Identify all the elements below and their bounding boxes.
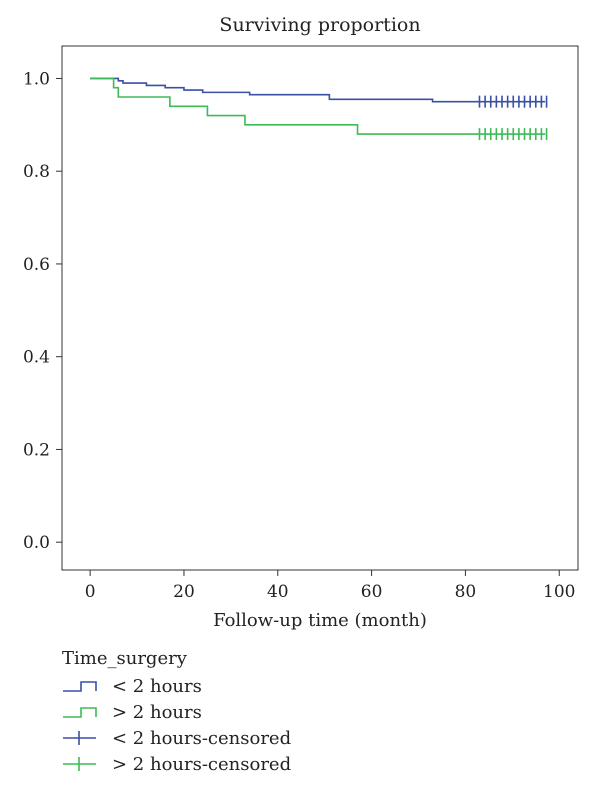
x-tick-label: 0 [85, 582, 96, 602]
y-tick-label: 0.2 [23, 440, 50, 460]
survival-step-line-0 [90, 77, 546, 103]
legend-step-icon-lt2 [63, 681, 97, 692]
series-layer [90, 77, 548, 141]
y-tick-label: 0.4 [23, 348, 50, 368]
y-tick-label: 1.0 [23, 69, 50, 89]
legend-item-gt2: > 2 hours [62, 699, 291, 725]
legend-item-gt2-censored: > 2 hours-censored [62, 751, 291, 777]
chart-title: Surviving proportion [219, 14, 421, 36]
legend-label-lt2: < 2 hours [112, 675, 202, 697]
legend-item-lt2-censored: < 2 hours-censored [62, 725, 291, 751]
x-tick-label: 100 [543, 582, 575, 602]
x-tick-label: 20 [173, 582, 195, 602]
x-axis-label: Follow-up time (month) [213, 610, 427, 631]
legend-label-lt2-censored: < 2 hours-censored [112, 727, 292, 749]
y-tick-label: 0.6 [23, 255, 50, 275]
x-tick-label: 40 [267, 582, 289, 602]
x-tick-label: 60 [361, 582, 383, 602]
legend: Time_surgery < 2 hours > 2 hours < 2 hou… [62, 648, 291, 777]
legend-censor-icon-gt2 [63, 757, 96, 771]
legend-title: Time_surgery [62, 648, 187, 669]
legend-label-gt2-censored: > 2 hours-censored [112, 753, 292, 775]
y-tick-label: 0.0 [23, 533, 50, 553]
legend-label-gt2: > 2 hours [112, 701, 202, 723]
legend-item-lt2: < 2 hours [62, 673, 291, 699]
plot-frame [61, 45, 579, 571]
legend-censor-icon-lt2 [63, 731, 96, 745]
chart-plot: 0 20 40 60 80 100 0.0 0.2 0.4 0.6 0.8 1.0 Follow-up… [23, 45, 579, 631]
x-tick-label: 80 [455, 582, 477, 602]
axes: 0 20 40 60 80 100 0.0 0.2 0.4 0.6 0.8 1.0 [23, 45, 579, 602]
y-tick-label: 0.8 [23, 162, 50, 182]
legend-step-icon-gt2 [63, 707, 97, 718]
survival-step-line-1 [90, 77, 546, 135]
